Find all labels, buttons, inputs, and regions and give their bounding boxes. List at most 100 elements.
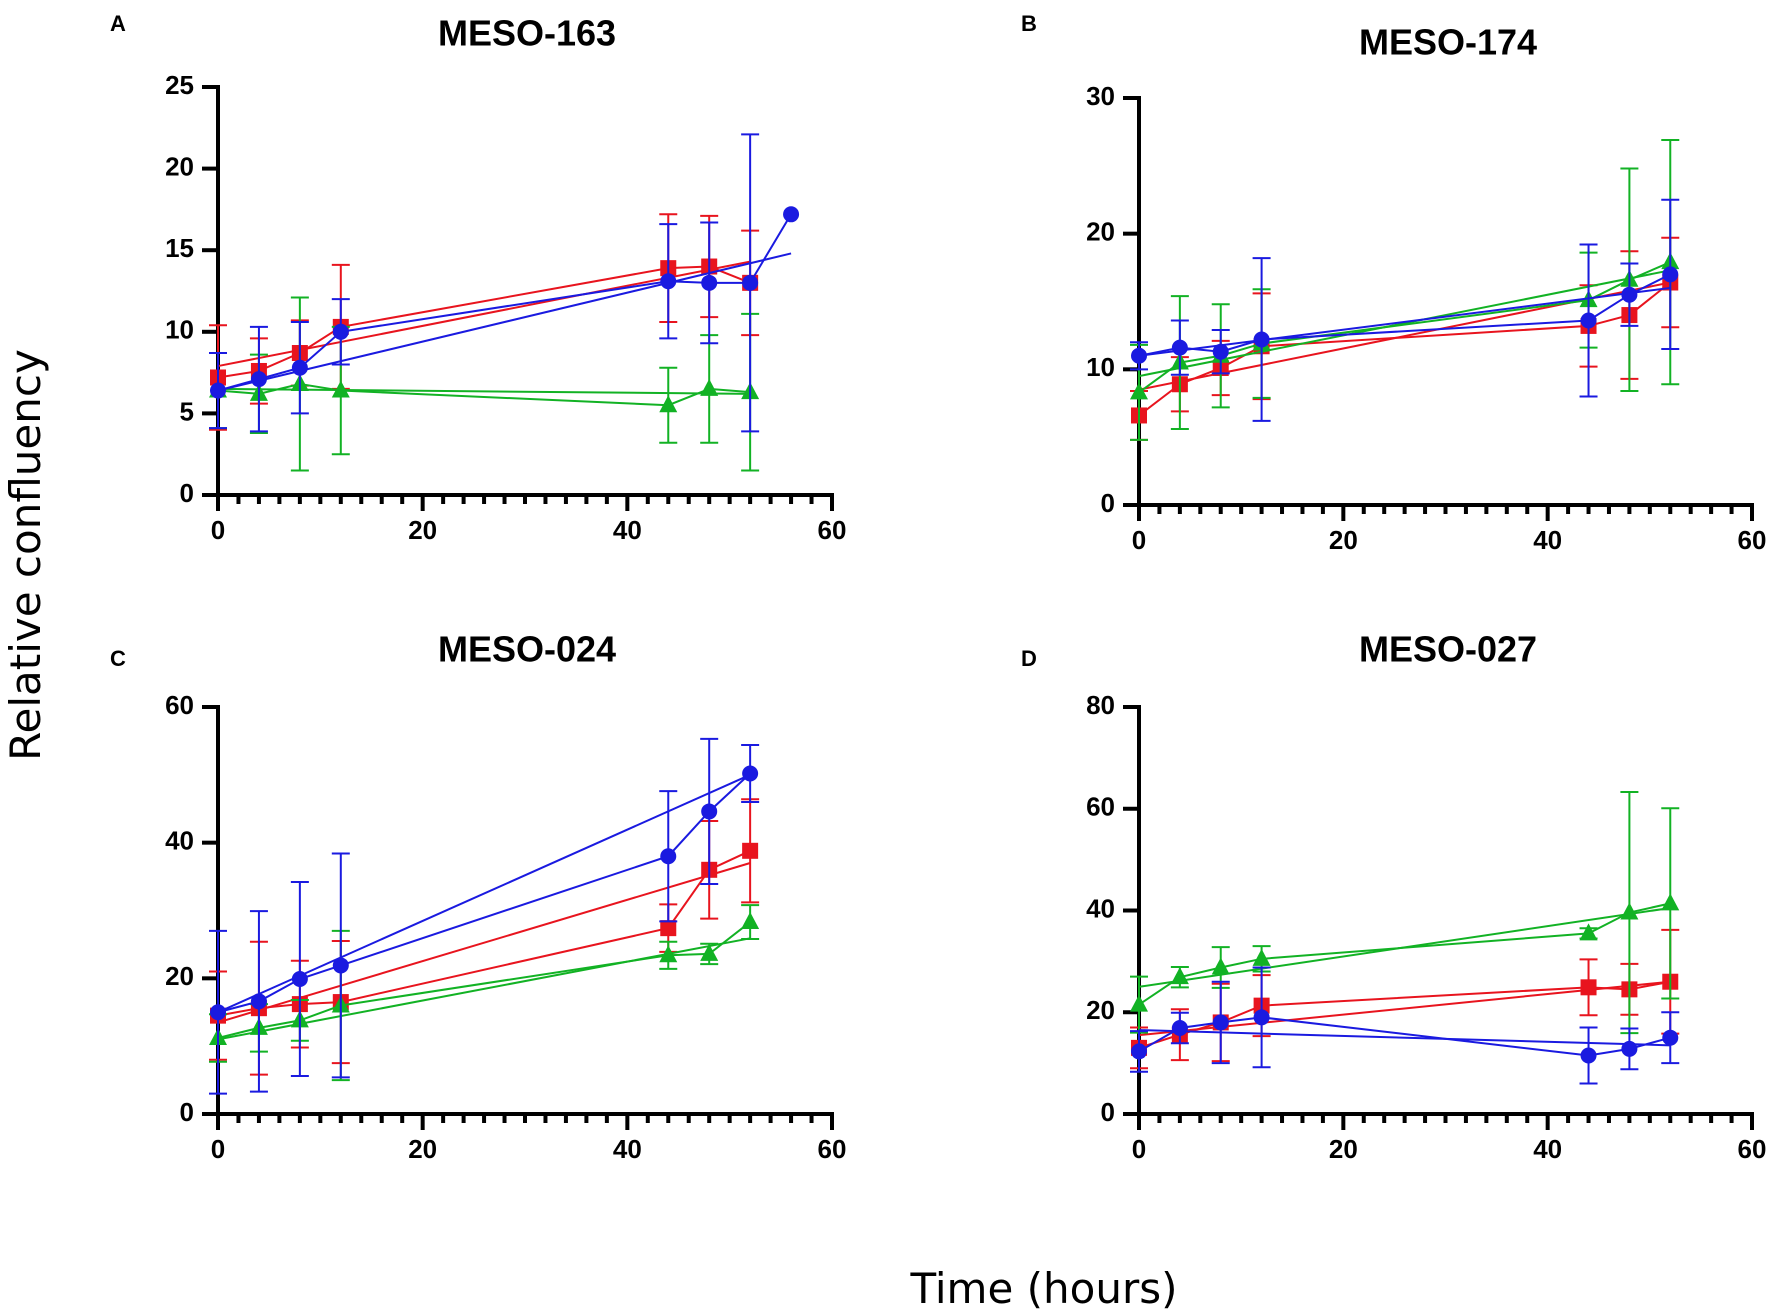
data-point [1580,979,1597,996]
data-point [1130,382,1148,400]
series-green [209,904,760,1082]
data-point [1621,286,1638,303]
data-point [250,993,267,1010]
series-blue [1130,966,1680,1085]
global-x-axis-label: Time (hours) [910,1264,1178,1313]
data-point [1212,343,1229,360]
trend-line [217,862,751,1024]
x-tick-label: 40 [1533,525,1562,555]
data-point [1580,312,1597,329]
x-tick-label: 40 [613,515,642,545]
data-point [210,382,226,399]
data-point [660,848,677,865]
panel-title: MESO-163 [438,13,616,54]
x-tick-label: 40 [1533,1134,1562,1164]
trend-line [1138,286,1671,357]
series-green [209,296,760,472]
data-point [291,359,308,376]
data-point [332,957,349,974]
data-point [701,803,718,820]
y-tick-label: 30 [1086,81,1115,111]
x-tick-label: 0 [211,1134,225,1164]
series-blue [1130,198,1680,422]
series-blue [209,737,760,1095]
data-point [331,380,350,398]
y-tick-label: 25 [165,70,194,100]
series-red [209,798,760,1076]
data-point [1661,893,1680,911]
data-point [742,274,759,291]
data-point [1579,923,1598,941]
y-tick-label: 60 [165,690,194,720]
panel-letter: D [1021,646,1037,671]
y-tick-label: 10 [1086,352,1115,382]
data-point [1253,1009,1270,1026]
panel-b: MESO-174 B 0 10 20 30 0 20 40 60 [1021,11,1766,555]
x-tick-label: 0 [1132,1134,1146,1164]
data-point [1620,902,1639,920]
y-tick-label: 20 [1086,995,1115,1025]
data-point [1171,1020,1188,1037]
panel-a: MESO-163 A 0 5 10 15 20 25 0 20 40 60 [110,11,846,545]
y-tick-label: 5 [180,396,194,426]
data-point [1211,957,1230,975]
data-point [1253,331,1270,348]
y-tick-label: 10 [165,315,194,345]
data-point [1130,994,1148,1012]
series-red [1130,928,1680,1070]
panel-letter: C [110,646,126,671]
x-tick-label: 60 [1738,525,1767,555]
x-tick-label: 0 [211,515,225,545]
data-point [1171,339,1188,356]
y-tick-label: 20 [165,961,194,991]
x-tick-label: 20 [408,515,437,545]
x-tick-label: 60 [818,1134,847,1164]
data-point [742,842,759,859]
panel-title: MESO-024 [438,629,616,670]
data-point [659,945,678,963]
data-point [1621,1040,1638,1057]
x-tick-label: 60 [1738,1134,1767,1164]
data-point [1131,347,1147,364]
x-tick-label: 20 [1329,1134,1358,1164]
y-tick-label: 80 [1086,690,1115,720]
x-tick-label: 60 [818,515,847,545]
data-point [1580,1047,1597,1064]
series-blue [209,133,800,433]
data-point [1170,967,1189,985]
y-tick-label: 0 [180,478,194,508]
data-point [291,971,308,988]
y-tick-label: 15 [165,233,194,263]
data-point [1662,266,1679,283]
data-point [700,378,719,396]
trend-line [217,773,751,1014]
data-point [210,1004,226,1021]
x-tick-label: 20 [408,1134,437,1164]
y-tick-label: 40 [1086,893,1115,923]
y-tick-label: 0 [1101,488,1115,518]
data-point [700,943,719,961]
y-tick-label: 60 [1086,792,1115,822]
panel-letter: A [110,11,126,36]
trend-line [1138,1029,1671,1047]
trend-line [1138,269,1671,378]
series-red [1130,236,1680,441]
data-point [1252,948,1271,966]
data-point [332,323,349,340]
y-tick-label: 40 [165,826,194,856]
data-point [659,395,678,413]
data-point [1212,1014,1229,1031]
data-point [250,371,267,388]
panel-title: MESO-174 [1359,22,1537,63]
data-point [660,273,677,290]
panel-title: MESO-027 [1359,629,1537,670]
trend-line [217,252,792,392]
panel-c: MESO-024 C 0 20 40 60 0 20 40 60 [110,629,846,1164]
y-tick-label: 0 [1101,1097,1115,1127]
data-point [783,206,800,223]
data-point [1662,1029,1679,1046]
data-point [742,765,759,782]
trend-line [217,937,751,1041]
data-point [701,274,718,291]
